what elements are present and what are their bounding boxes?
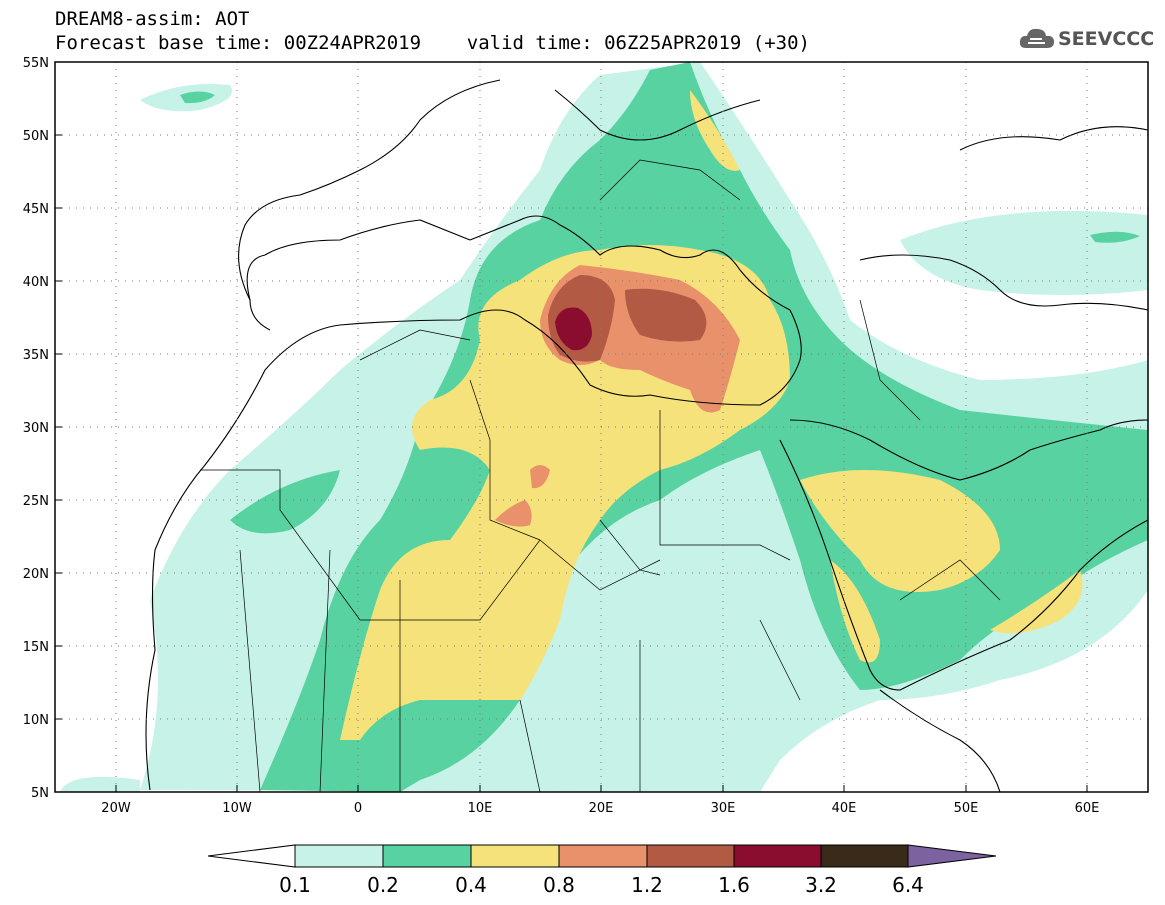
colorbar-label: 3.2 xyxy=(805,873,837,897)
lat-label: 45N xyxy=(23,202,49,217)
lat-label: 35N xyxy=(23,348,49,363)
lon-label: 30E xyxy=(711,801,736,816)
map-title: DREAM8-assim: AOT xyxy=(55,8,250,30)
country-borders xyxy=(200,159,1001,792)
colorbar-bin xyxy=(382,844,472,868)
longitude-labels: 20W 10W 0 10E 20E 30E 40E 50E 60E xyxy=(101,801,1099,816)
logo-text: SEEVCCC xyxy=(1058,28,1155,50)
lat-label: 55N xyxy=(23,56,49,71)
graticule xyxy=(55,62,1148,792)
lon-label: 50E xyxy=(954,801,979,816)
colorbar-bin xyxy=(558,844,648,868)
colorbar-label: 6.4 xyxy=(892,873,924,897)
lat-label: 10N xyxy=(23,713,49,728)
lat-label: 30N xyxy=(23,421,49,436)
lon-label: 10W xyxy=(222,801,252,816)
colorbar-label: 0.1 xyxy=(279,873,311,897)
lat-label: 50N xyxy=(23,129,49,144)
lat-label: 5N xyxy=(31,786,49,801)
colorbar-label: 1.2 xyxy=(631,873,663,897)
colorbar-label: 0.8 xyxy=(543,873,575,897)
seevccc-logo: SEEVCCC xyxy=(1018,24,1158,58)
tick-marks xyxy=(55,61,1088,793)
lon-label: 20E xyxy=(589,801,614,816)
lat-label: 40N xyxy=(23,275,49,290)
colorbar-label: 1.6 xyxy=(718,873,750,897)
coastlines xyxy=(145,79,1148,792)
lat-label: 25N xyxy=(23,494,49,509)
lat-label: 20N xyxy=(23,567,49,582)
colorbar-bin xyxy=(646,844,735,868)
colorbar-label: 0.4 xyxy=(455,873,487,897)
colorbar-bin xyxy=(294,844,384,868)
lat-label: 15N xyxy=(23,640,49,655)
aot-level-1-6 xyxy=(555,307,592,351)
colorbar-labels: 0.1 0.2 0.4 0.8 1.2 1.6 3.2 6.4 xyxy=(279,873,924,897)
colorbar-bin xyxy=(470,844,560,868)
forecast-time-line: Forecast base time: 00Z24APR2019 valid t… xyxy=(55,32,810,54)
colorbar-label: 0.2 xyxy=(367,873,399,897)
lon-label: 40E xyxy=(832,801,857,816)
latitude-labels: 55N 50N 45N 40N 35N 30N 25N 20N 15N 10N … xyxy=(23,56,49,801)
colorbar-bin xyxy=(820,844,909,868)
lon-label: 20W xyxy=(101,801,131,816)
cloud-icon xyxy=(1019,28,1054,48)
colorbar-over-arrow xyxy=(907,844,997,868)
lon-label: 0 xyxy=(354,801,362,816)
lon-label: 60E xyxy=(1075,801,1100,816)
colorbar-bin xyxy=(733,844,822,868)
colorbar xyxy=(207,844,997,868)
colorbar-under-arrow xyxy=(207,844,296,868)
lon-label: 10E xyxy=(468,801,493,816)
